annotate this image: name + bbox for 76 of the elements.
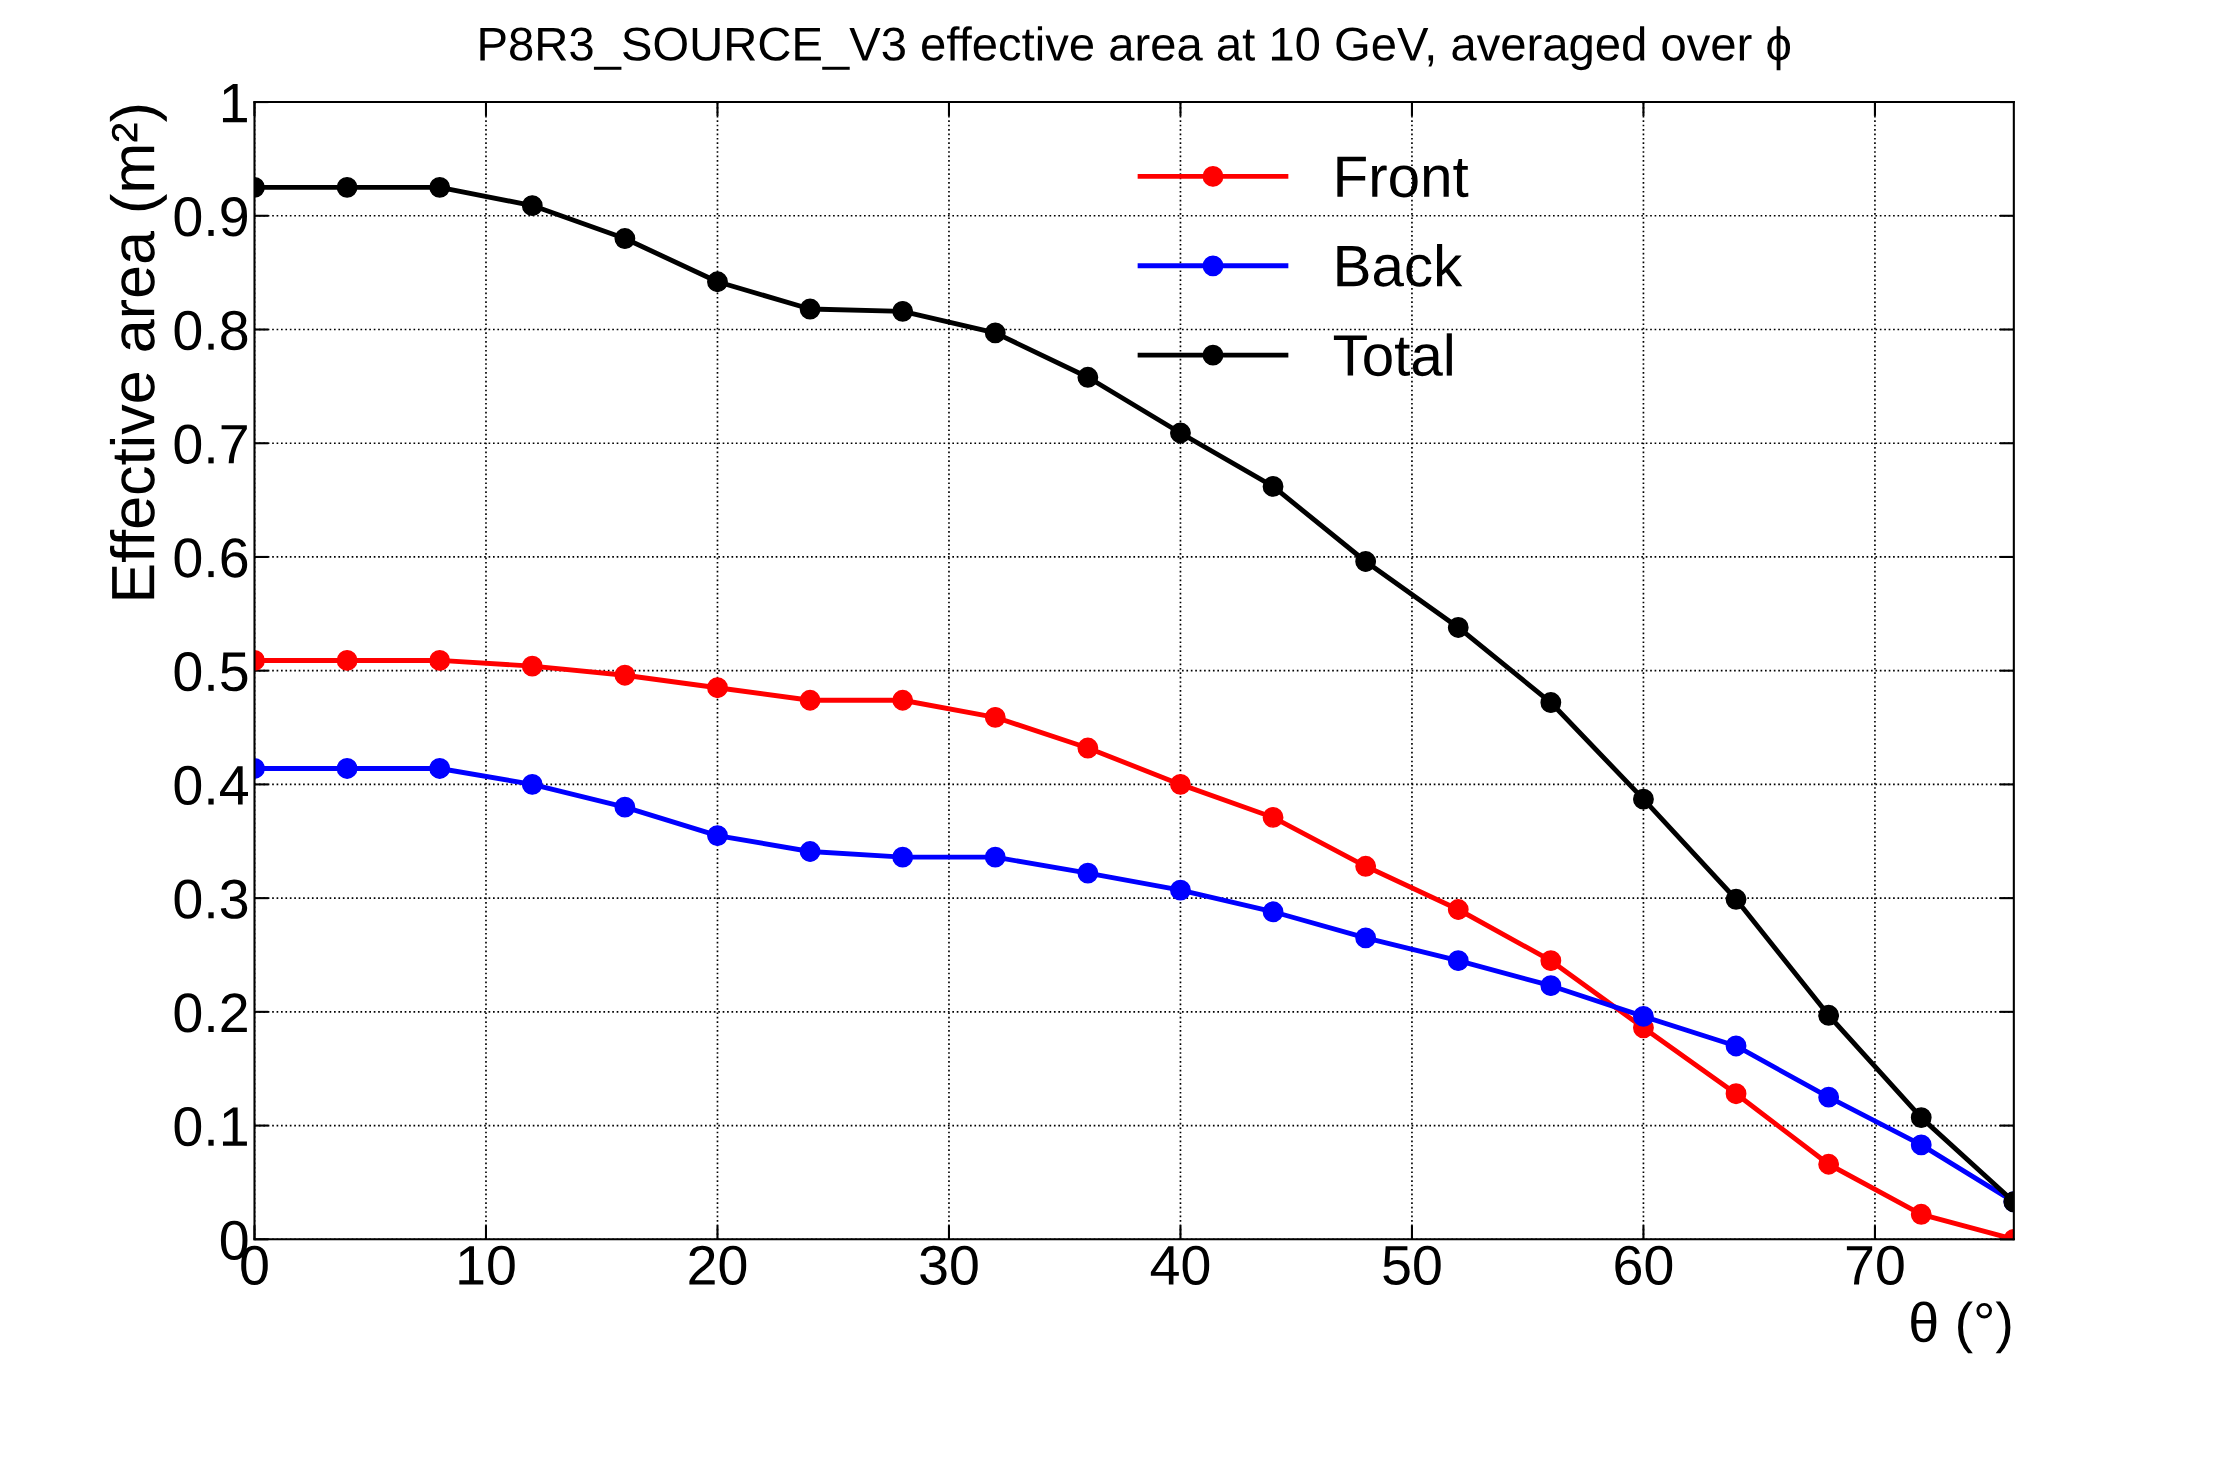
point bbox=[1910, 1134, 1932, 1156]
point bbox=[614, 664, 636, 686]
point bbox=[1633, 788, 1654, 810]
y-tick-label: 0.4 bbox=[174, 765, 249, 806]
point bbox=[984, 322, 1006, 344]
point bbox=[892, 689, 914, 711]
y-tick-label: 0.8 bbox=[174, 310, 248, 351]
point bbox=[521, 195, 543, 216]
point bbox=[336, 176, 358, 198]
x-tick-label: 30 bbox=[920, 1245, 978, 1285]
point bbox=[707, 677, 728, 699]
point bbox=[429, 758, 451, 779]
point bbox=[1818, 1153, 1840, 1175]
y-axis-title: Effective area (m²) bbox=[109, 105, 167, 599]
y-tick-label: 0.9 bbox=[174, 197, 248, 237]
point bbox=[1818, 1004, 1840, 1026]
point bbox=[1355, 551, 1377, 572]
point bbox=[521, 655, 543, 677]
point bbox=[1170, 422, 1191, 444]
point bbox=[1170, 773, 1191, 795]
x-tick-label: 40 bbox=[1150, 1245, 1210, 1285]
x-tick-label: 70 bbox=[1846, 1245, 1904, 1285]
x-tick-label: 10 bbox=[459, 1245, 515, 1285]
legend-label: Front bbox=[1337, 156, 1469, 198]
point bbox=[1262, 901, 1284, 923]
point bbox=[1077, 737, 1099, 759]
point bbox=[799, 689, 821, 711]
point bbox=[1540, 692, 1562, 713]
x-axis-title: θ (°) bbox=[1911, 1301, 2011, 1354]
point bbox=[1633, 1005, 1654, 1027]
point bbox=[1910, 1107, 1932, 1129]
y-tick-label: 0.7 bbox=[174, 424, 247, 464]
point bbox=[1447, 899, 1469, 920]
point bbox=[1262, 806, 1284, 828]
point bbox=[707, 825, 728, 846]
legend-label: Total bbox=[1333, 333, 1452, 377]
point bbox=[1818, 1086, 1840, 1108]
y-tick-label: 0.6 bbox=[174, 538, 248, 578]
x-tick-label: 20 bbox=[689, 1245, 747, 1285]
y-tick-label: 0.1 bbox=[174, 1106, 247, 1147]
y-tick-label: 0.2 bbox=[174, 993, 247, 1033]
point bbox=[892, 300, 914, 322]
point bbox=[1447, 617, 1469, 638]
point bbox=[336, 650, 358, 671]
point bbox=[1262, 476, 1284, 497]
legend-label: Back bbox=[1337, 243, 1463, 287]
point bbox=[707, 271, 728, 293]
point bbox=[984, 846, 1006, 868]
point bbox=[614, 796, 636, 818]
point bbox=[892, 846, 914, 868]
point bbox=[1447, 950, 1469, 972]
point bbox=[1540, 950, 1562, 972]
chart-title: P8R3_SOURCE_V3 effective area at 10 GeV, averaged over ϕ bbox=[480, 26, 1791, 71]
y-tick-label: 1 bbox=[222, 83, 247, 123]
point bbox=[799, 841, 821, 862]
point bbox=[984, 706, 1006, 728]
point bbox=[336, 758, 358, 779]
point bbox=[1355, 927, 1377, 949]
point bbox=[521, 773, 543, 795]
x-tick-label: 60 bbox=[1615, 1245, 1673, 1285]
x-tick-label: 50 bbox=[1383, 1245, 1441, 1285]
point bbox=[614, 228, 636, 249]
point bbox=[1170, 879, 1191, 901]
y-tick-label: 0.3 bbox=[174, 879, 248, 919]
y-tick-label: 0.5 bbox=[174, 652, 248, 692]
point bbox=[1725, 888, 1747, 910]
point bbox=[1910, 1203, 1932, 1225]
point bbox=[1077, 862, 1099, 884]
point bbox=[1355, 855, 1377, 877]
point bbox=[1540, 975, 1562, 997]
point bbox=[799, 298, 821, 320]
point bbox=[429, 650, 451, 671]
point bbox=[1725, 1083, 1747, 1105]
point bbox=[1077, 366, 1099, 388]
point bbox=[1725, 1035, 1747, 1057]
point bbox=[429, 176, 451, 198]
